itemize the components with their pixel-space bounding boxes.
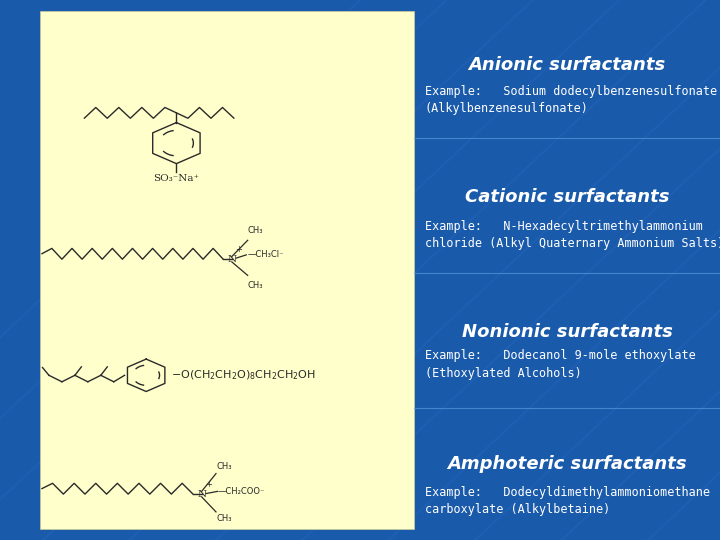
Text: N: N bbox=[228, 255, 236, 264]
Text: Nonionic surfactants: Nonionic surfactants bbox=[462, 323, 672, 341]
Text: —CH₂COO⁻: —CH₂COO⁻ bbox=[217, 487, 265, 496]
Text: +: + bbox=[205, 480, 212, 489]
Text: Example:   Dodecanol 9-mole ethoxylate
(Ethoxylated Alcohols): Example: Dodecanol 9-mole ethoxylate (Et… bbox=[425, 349, 696, 380]
Text: CH₃: CH₃ bbox=[216, 462, 232, 471]
Text: SO₃⁻Na⁺: SO₃⁻Na⁺ bbox=[153, 174, 199, 183]
Bar bbox=[40, 11, 414, 529]
Text: CH₃: CH₃ bbox=[248, 226, 264, 235]
Text: Amphoteric surfactants: Amphoteric surfactants bbox=[447, 455, 687, 474]
Text: N: N bbox=[197, 490, 206, 498]
Text: —CH₃Cl⁻: —CH₃Cl⁻ bbox=[248, 251, 284, 259]
Text: CH₃: CH₃ bbox=[216, 514, 232, 523]
Text: CH₃: CH₃ bbox=[248, 281, 264, 290]
Text: +: + bbox=[235, 245, 243, 254]
Text: Example:   Sodium dodecylbenzenesulfonate
(Alkylbenzenesulfonate): Example: Sodium dodecylbenzenesulfonate … bbox=[425, 85, 717, 115]
Text: $\mathsf{-O(CH_2CH_2O)_8CH_2CH_2OH}$: $\mathsf{-O(CH_2CH_2O)_8CH_2CH_2OH}$ bbox=[171, 368, 316, 382]
Text: Anionic surfactants: Anionic surfactants bbox=[469, 56, 665, 74]
Text: Example:   Dodecyldimethylammoniomethane
carboxylate (Alkylbetaine): Example: Dodecyldimethylammoniomethane c… bbox=[425, 486, 710, 516]
Text: Example:   N-Hexadecyltrimethylammonium
chloride (Alkyl Quaternary Ammonium Salt: Example: N-Hexadecyltrimethylammonium ch… bbox=[425, 220, 720, 250]
Text: Cationic surfactants: Cationic surfactants bbox=[464, 188, 670, 206]
